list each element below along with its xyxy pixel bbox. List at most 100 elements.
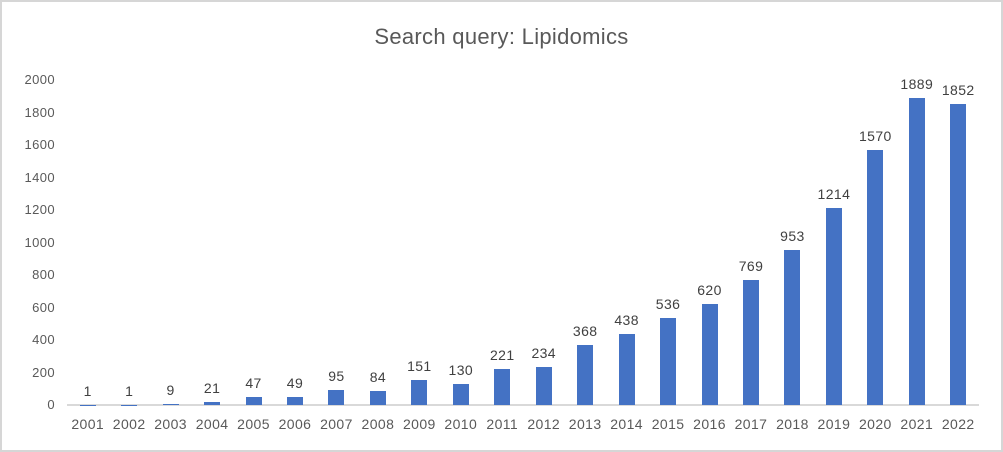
bar-group: 438 2014 [606, 80, 647, 432]
x-axis-line [67, 404, 979, 406]
bar[interactable] [618, 333, 635, 405]
bar-value-label: 1889 [900, 76, 934, 93]
x-tick-label: 2009 [402, 416, 436, 432]
bar[interactable] [204, 401, 221, 405]
x-tick-label: 2013 [568, 416, 602, 432]
y-tick-label: 1200 [24, 202, 55, 217]
y-tick-label: 600 [32, 299, 55, 315]
x-tick-label: 2018 [776, 416, 809, 432]
bar[interactable] [660, 317, 677, 405]
bar-group: 9 2003 [150, 80, 191, 432]
bar-group: 221 2011 [482, 80, 523, 432]
x-tick-label: 2021 [900, 416, 934, 432]
bar[interactable] [162, 403, 179, 405]
bar[interactable] [950, 104, 967, 405]
bar-group: 1852 2022 [938, 80, 979, 432]
chart-title: Search query: Lipidomics [374, 24, 629, 49]
y-tick-label: 1400 [24, 169, 55, 185]
bar-group: 953 2018 [772, 80, 813, 432]
x-tick-label: 2007 [320, 416, 353, 432]
bar[interactable] [742, 280, 759, 405]
bar-group: 1570 2020 [855, 80, 896, 432]
bar-group: 49 2006 [274, 80, 315, 432]
x-tick-label: 2004 [195, 416, 229, 432]
bar-value-label: 84 [369, 369, 387, 386]
y-tick-label: 200 [32, 364, 55, 380]
bar-value-label: 368 [572, 323, 598, 340]
x-tick-label: 2012 [527, 416, 561, 432]
x-tick-label: 2001 [71, 416, 105, 432]
bar-value-label: 953 [780, 228, 805, 245]
x-tick-label: 2017 [734, 416, 768, 432]
bar-value-label: 1852 [941, 82, 975, 99]
bar-value-label: 620 [697, 282, 722, 299]
bar-group: 84 2008 [357, 80, 398, 432]
x-tick-label: 2014 [610, 416, 643, 432]
bar-value-label: 1 [125, 382, 134, 399]
bar-value-label: 47 [245, 375, 262, 392]
bar-group: 234 2012 [523, 80, 564, 432]
bar-group: 1 2001 [67, 80, 108, 432]
bar-value-label: 95 [328, 367, 345, 384]
x-tick-label: 2011 [486, 416, 519, 432]
bar-group: 620 2016 [689, 80, 730, 432]
bar-value-label: 151 [407, 358, 432, 375]
bar[interactable] [411, 380, 428, 405]
bar-group: 368 2013 [564, 80, 605, 432]
y-tick-label: 0 [47, 397, 55, 412]
y-tick-label: 1600 [24, 137, 55, 152]
x-tick-label: 2003 [154, 416, 187, 432]
x-tick-label: 2006 [278, 416, 312, 432]
bar-value-label: 1570 [858, 127, 892, 144]
bar[interactable] [784, 250, 801, 405]
bar-value-label: 49 [286, 375, 304, 392]
bar-group: 769 2017 [730, 80, 771, 432]
y-tick-label: 400 [32, 332, 55, 347]
bar-value-label: 234 [531, 344, 556, 361]
y-tick-label: 800 [32, 267, 55, 282]
bar-group: 47 2005 [233, 80, 274, 432]
bar[interactable] [908, 98, 925, 405]
bar-group: 130 2010 [440, 80, 481, 432]
x-tick-label: 2019 [817, 416, 851, 432]
x-tick-label: 2008 [361, 416, 395, 432]
x-tick-label: 2016 [693, 416, 726, 432]
bar[interactable] [452, 383, 469, 405]
bar[interactable] [867, 149, 884, 405]
y-tick-label: 1800 [24, 104, 55, 120]
bar-group: 536 2015 [647, 80, 688, 432]
bar[interactable] [286, 397, 303, 405]
bar[interactable] [245, 397, 262, 405]
bar-value-label: 536 [655, 295, 681, 312]
bar-group: 1 2002 [108, 80, 149, 432]
bar-value-label: 438 [614, 311, 639, 328]
bar-value-label: 130 [448, 361, 474, 378]
plot-area: 1 2001 1 2002 9 2003 21 2004 47 2005 49 2006 95 2007 8… [67, 76, 979, 432]
x-tick-label: 2015 [651, 416, 685, 432]
bar-group: 1214 2019 [813, 80, 854, 432]
y-tick-label: 1000 [24, 234, 55, 250]
bar[interactable] [369, 391, 386, 405]
bar-group: 1889 2021 [896, 76, 937, 432]
bar-value-label: 769 [738, 258, 764, 275]
bar[interactable] [701, 304, 718, 405]
bar-value-label: 221 [489, 347, 515, 364]
y-axis: 0 200 400 600 800 1000 1200 1400 1600 1800 2000 [2, 2, 55, 450]
x-tick-label: 2002 [112, 416, 146, 432]
bar[interactable] [535, 366, 552, 405]
bar-value-label: 9 [166, 381, 175, 398]
bar-value-label: 1214 [817, 185, 851, 202]
bar-group: 151 2009 [399, 80, 440, 432]
bar-group: 95 2007 [316, 80, 357, 432]
x-tick-label: 2022 [941, 416, 975, 432]
bar[interactable] [577, 345, 594, 405]
x-tick-label: 2005 [237, 416, 270, 432]
x-tick-label: 2020 [858, 416, 892, 432]
bar[interactable] [328, 389, 345, 405]
bar-group: 21 2004 [191, 80, 232, 432]
bar[interactable] [494, 369, 511, 405]
bar[interactable] [825, 207, 842, 405]
y-tick-label: 2000 [24, 72, 55, 87]
bar-value-label: 1 [83, 382, 92, 399]
